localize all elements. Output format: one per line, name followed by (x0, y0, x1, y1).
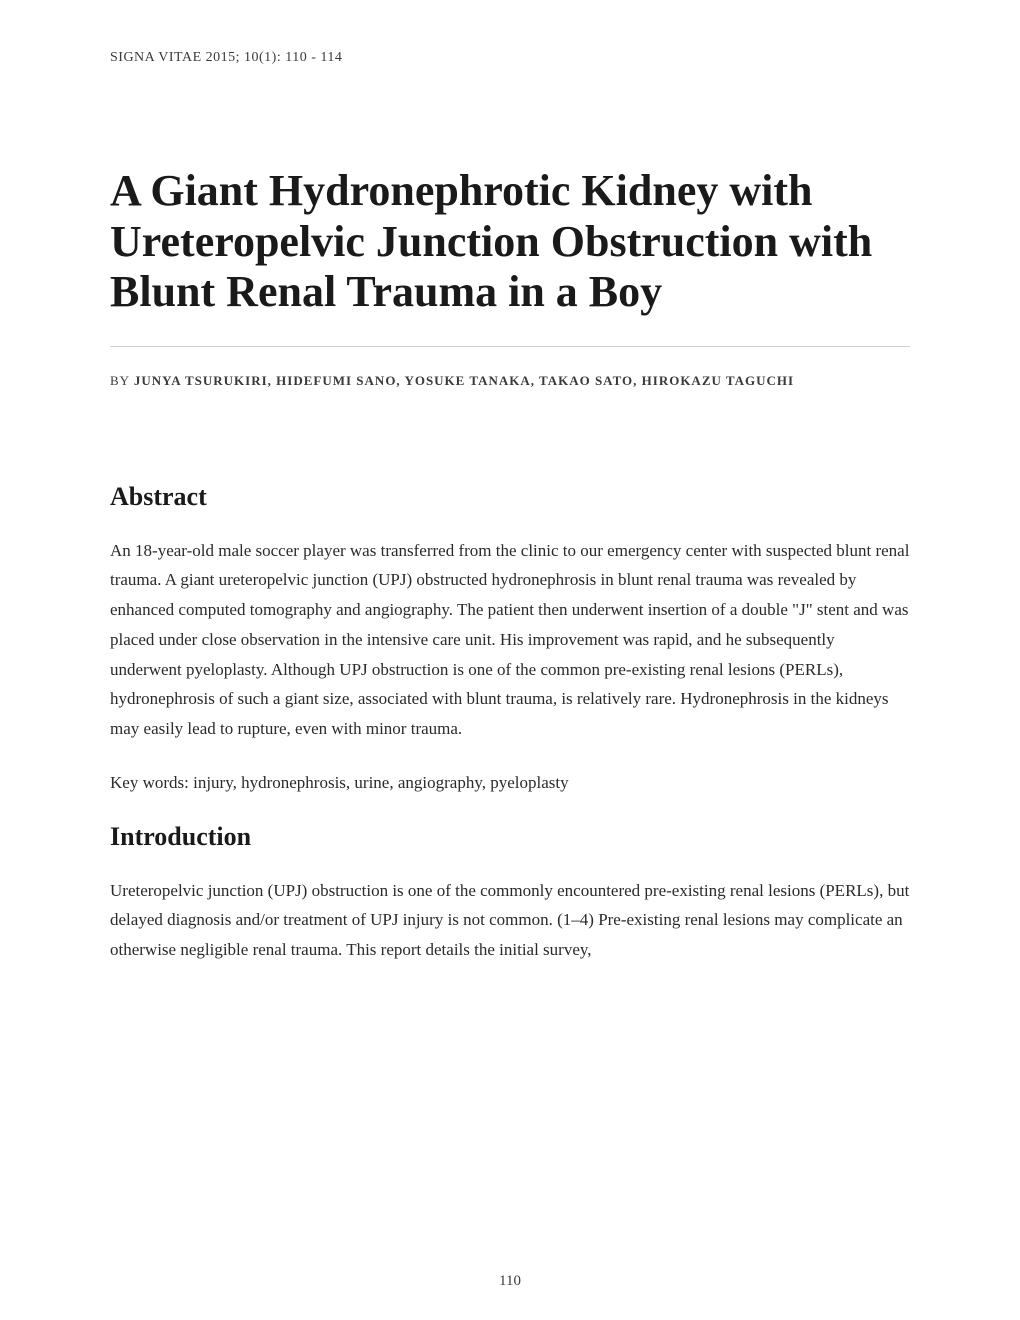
article-title: A Giant Hydronephrotic Kidney with Urete… (110, 166, 910, 318)
journal-citation-header: SIGNA VITAE 2015; 10(1): 110 - 114 (110, 50, 910, 66)
abstract-paragraph: An 18-year-old male soccer player was tr… (110, 536, 910, 744)
page-number: 110 (499, 1273, 521, 1290)
introduction-heading: Introduction (110, 822, 910, 852)
author-names: JUNYA TSURUKIRI, HIDEFUMI SANO, YOSUKE T… (134, 373, 794, 388)
byline-prefix: BY (110, 373, 134, 388)
author-byline: BY JUNYA TSURUKIRI, HIDEFUMI SANO, YOSUK… (110, 371, 910, 392)
title-divider (110, 346, 910, 347)
keywords-paragraph: Key words: injury, hydronephrosis, urine… (110, 768, 910, 798)
abstract-heading: Abstract (110, 482, 910, 512)
introduction-paragraph: Ureteropelvic junction (UPJ) obstruction… (110, 876, 910, 965)
